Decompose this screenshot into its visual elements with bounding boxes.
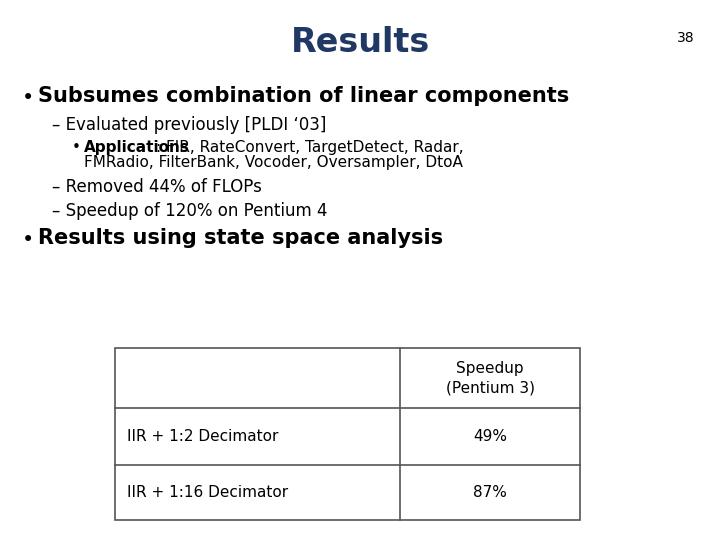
Text: Speedup
(Pentium 3): Speedup (Pentium 3): [446, 361, 534, 395]
Text: : FIR, RateConvert, TargetDetect, Radar,: : FIR, RateConvert, TargetDetect, Radar,: [156, 140, 464, 155]
Text: – Evaluated previously [PLDI ‘03]: – Evaluated previously [PLDI ‘03]: [52, 116, 326, 134]
Text: Results: Results: [290, 25, 430, 58]
Text: IIR + 1:2 Decimator: IIR + 1:2 Decimator: [127, 429, 279, 444]
Text: – Removed 44% of FLOPs: – Removed 44% of FLOPs: [52, 178, 262, 196]
Text: Applications: Applications: [84, 140, 190, 155]
Text: Subsumes combination of linear components: Subsumes combination of linear component…: [38, 86, 570, 106]
Text: 87%: 87%: [473, 485, 507, 500]
Text: IIR + 1:16 Decimator: IIR + 1:16 Decimator: [127, 485, 288, 500]
Bar: [115, 348, 580, 520]
Text: 49%: 49%: [473, 429, 507, 444]
Text: Results using state space analysis: Results using state space analysis: [38, 228, 443, 248]
Text: 38: 38: [678, 31, 695, 45]
Text: •: •: [72, 140, 81, 155]
Text: FMRadio, FilterBank, Vocoder, Oversampler, DtoA: FMRadio, FilterBank, Vocoder, Oversample…: [84, 155, 463, 170]
Text: •: •: [22, 230, 35, 250]
Text: – Speedup of 120% on Pentium 4: – Speedup of 120% on Pentium 4: [52, 202, 328, 220]
Text: •: •: [22, 88, 35, 108]
